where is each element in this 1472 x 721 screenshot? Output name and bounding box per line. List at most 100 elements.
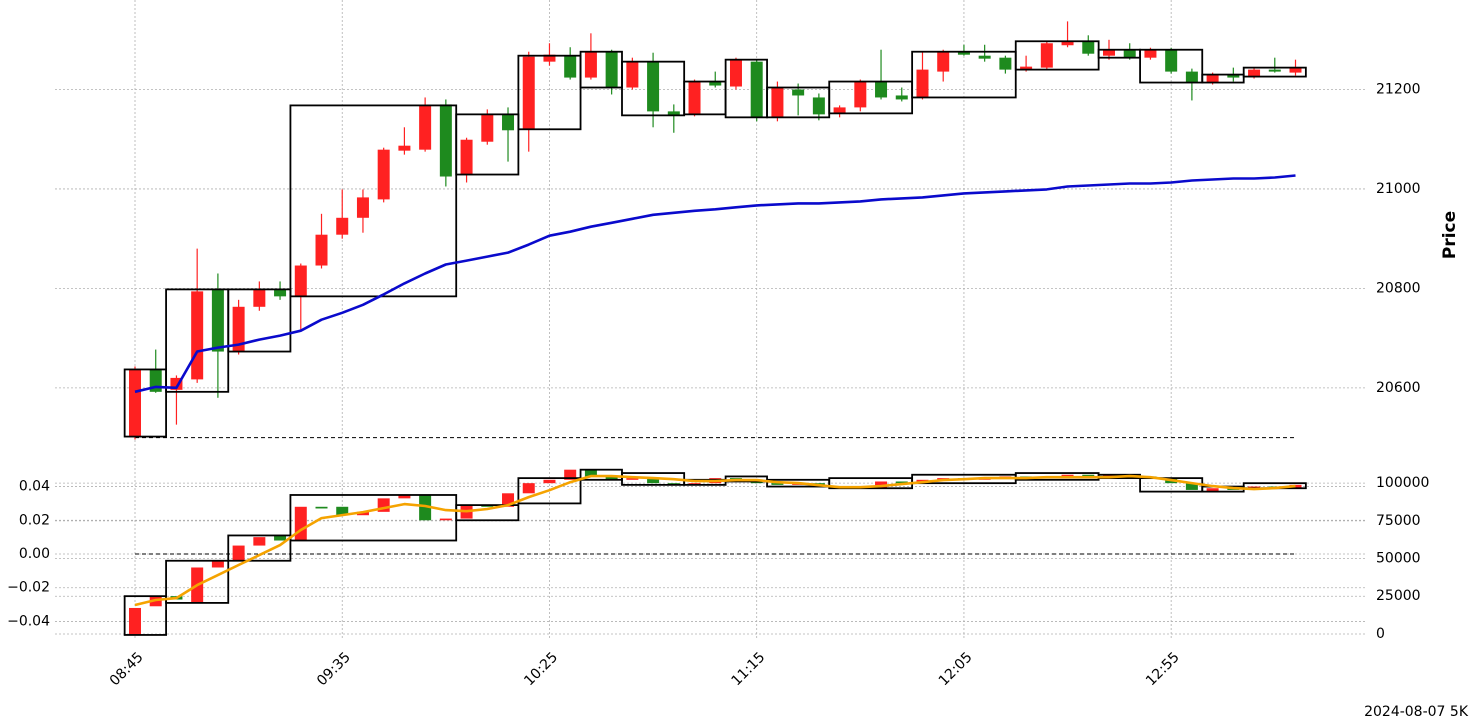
y2-tick-label: 100000 — [1376, 475, 1429, 491]
candle-body — [1040, 43, 1053, 68]
candle-body — [274, 535, 287, 541]
x-tick-label: 08:45 — [107, 649, 147, 689]
candle-body — [315, 506, 328, 509]
candle-body — [895, 481, 908, 484]
candle-body — [895, 95, 908, 100]
x-tick-label: 11:15 — [729, 649, 769, 689]
candle-body — [999, 57, 1012, 70]
range-box — [517, 477, 582, 505]
candle-body — [1185, 71, 1198, 83]
candle-body — [502, 114, 515, 131]
candle-body — [833, 107, 846, 114]
candle-body — [419, 494, 432, 521]
range-box — [1201, 73, 1245, 84]
layer: 08:45 09:35 10:25 11:15 12:05 12:55 20600 20800… — [7, 82, 1429, 690]
range-box — [227, 288, 292, 353]
candle-body — [356, 511, 369, 516]
candle-body — [916, 69, 929, 98]
candle-body — [709, 81, 722, 86]
candle-body — [481, 114, 494, 142]
candle-body — [543, 54, 556, 62]
candle-body — [812, 97, 825, 115]
range-box — [517, 54, 582, 131]
candle-body — [377, 149, 390, 200]
x-tick-label: 09:35 — [314, 649, 354, 689]
candle-body — [460, 139, 473, 175]
y-tick-label: 0.02 — [19, 512, 50, 528]
candle-body — [315, 234, 328, 266]
candle-body — [667, 111, 680, 116]
candle-body — [211, 289, 224, 352]
candle-body — [771, 483, 784, 485]
candle-body — [1185, 483, 1198, 490]
candle-body — [1061, 41, 1074, 46]
candle-body — [129, 607, 141, 635]
candle-body — [978, 55, 991, 59]
candle-body — [1268, 69, 1281, 72]
candle-body — [957, 51, 970, 55]
candle-body — [543, 479, 556, 484]
candle-body — [1061, 474, 1074, 477]
candle-body — [253, 537, 266, 546]
range-box — [289, 494, 458, 542]
y-tick-label: 20800 — [1376, 280, 1421, 296]
overlay-line — [134, 174, 1296, 394]
candle-body — [771, 87, 784, 118]
y2-tick-label: 75000 — [1376, 513, 1421, 529]
candle-body — [398, 145, 411, 151]
candle-body — [1082, 41, 1095, 54]
range-box — [1242, 66, 1307, 78]
candle-body — [875, 81, 888, 98]
annotation: 2024-08-07 5K — [1364, 704, 1469, 720]
candle-body — [1206, 74, 1219, 83]
range-box — [227, 534, 292, 562]
candle-body — [356, 197, 369, 218]
candle-body — [584, 469, 597, 477]
y-tick-label: 21000 — [1376, 181, 1421, 197]
range-box — [123, 368, 167, 438]
candle-body — [626, 478, 639, 480]
overlay-line — [134, 474, 1296, 607]
y2-tick-label: 0 — [1376, 626, 1385, 642]
x-tick-label: 12:05 — [936, 649, 976, 689]
candle-body — [232, 306, 245, 352]
layer — [55, 0, 1365, 640]
x-tick-label: 10:25 — [521, 649, 561, 689]
range-box — [911, 50, 1017, 99]
candle-body — [564, 469, 577, 480]
candle-body — [1102, 49, 1115, 56]
range-box — [455, 504, 520, 522]
candle-body — [439, 518, 452, 521]
y-axis-label: Price — [1440, 211, 1460, 259]
candle-body — [1227, 74, 1240, 78]
candle-body — [522, 56, 535, 130]
candle-body — [626, 61, 639, 88]
candle-body — [336, 217, 349, 235]
range-box — [165, 559, 230, 604]
y2-tick-label: 25000 — [1376, 588, 1421, 604]
y-tick-label: 0.04 — [19, 479, 50, 495]
range-box — [455, 113, 520, 176]
candle-body — [253, 289, 266, 307]
candle-body — [191, 291, 204, 380]
layer — [123, 21, 1307, 636]
candle-body — [647, 478, 660, 484]
candle-body — [1144, 49, 1157, 58]
candle-body — [1165, 49, 1178, 72]
candle-body — [419, 105, 432, 150]
candle-body — [522, 483, 535, 494]
candle-body — [854, 81, 867, 108]
candle-body — [294, 506, 307, 541]
candle-body — [274, 289, 287, 297]
candle-body — [211, 560, 224, 568]
y-tick-label: 20600 — [1376, 380, 1421, 396]
candle-body — [729, 59, 742, 87]
candle-body — [605, 476, 618, 480]
x-tick-label: 12:55 — [1143, 649, 1183, 689]
candle-body — [1248, 69, 1261, 77]
range-box — [1139, 48, 1204, 84]
candle-body — [605, 51, 618, 88]
candle-body — [584, 51, 597, 78]
